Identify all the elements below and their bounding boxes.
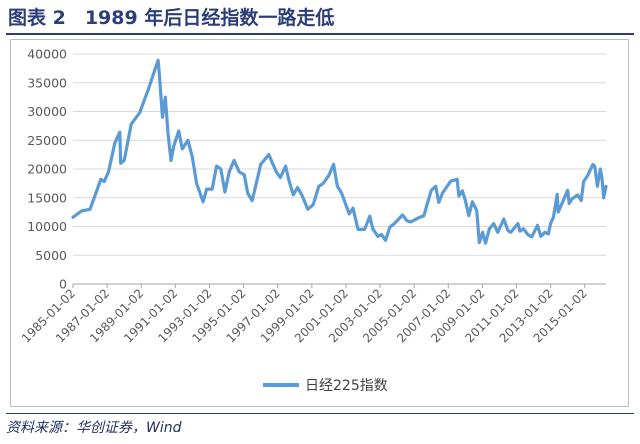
figure-title: 图表 2 1989 年后日经指数一路走低 <box>8 7 335 29</box>
y-tick-label: 40000 <box>27 47 67 62</box>
y-tick-label: 30000 <box>27 104 67 119</box>
y-tick-label: 10000 <box>27 219 67 234</box>
legend[interactable]: 日经225指数 <box>263 378 388 394</box>
y-tick-label: 25000 <box>27 133 67 148</box>
x-axis-tick-labels: 1985-01-021987-01-021989-01-021991-01-02… <box>19 286 590 345</box>
axes <box>72 283 606 288</box>
legend-label[interactable]: 日经225指数 <box>305 378 388 394</box>
y-axis-tick-labels: 0 5000 10000 15000 20000 25000 30000 35000 40000 <box>27 47 67 292</box>
series-line-nikkei225 <box>71 58 608 245</box>
source-divider <box>6 413 634 414</box>
series-layer <box>71 58 608 245</box>
title-divider <box>6 33 634 35</box>
chart-frame <box>10 39 629 407</box>
y-tick-label: 5000 <box>35 248 67 263</box>
y-tick-label: 15000 <box>27 190 67 205</box>
y-tick-label: 0 <box>59 277 67 292</box>
gridlines <box>73 53 606 256</box>
source-note: 资料来源：华创证券，Wind <box>6 420 182 436</box>
y-tick-label: 35000 <box>27 75 67 90</box>
y-tick-label: 20000 <box>27 162 67 177</box>
